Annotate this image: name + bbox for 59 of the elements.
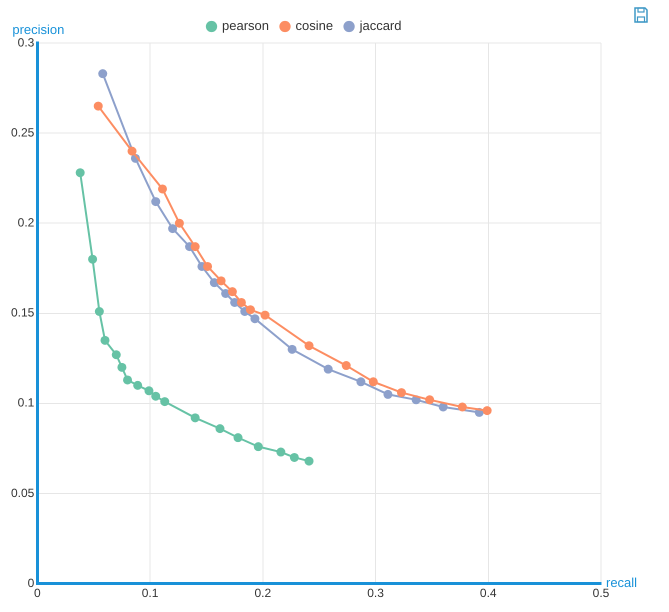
legend-label: jaccard <box>358 18 402 34</box>
point <box>482 406 492 416</box>
point <box>425 395 434 404</box>
point <box>288 344 297 354</box>
x-tick-label: 0.1 <box>142 586 159 600</box>
point <box>324 364 333 374</box>
point <box>98 69 108 78</box>
point <box>260 310 270 320</box>
y-tick-label: 0.2 <box>18 216 35 230</box>
point <box>151 392 160 401</box>
point <box>356 377 366 386</box>
y-tick-label: 0.1 <box>18 396 35 410</box>
y-axis-title: precision <box>12 22 64 38</box>
point <box>383 390 392 399</box>
legend-label: cosine <box>295 18 334 34</box>
point <box>203 262 212 271</box>
point <box>290 452 299 462</box>
x-tick-label: 0.2 <box>254 586 272 600</box>
point <box>254 442 263 452</box>
point <box>190 242 200 252</box>
point <box>342 361 351 370</box>
x-tick-label: 0.4 <box>480 586 497 600</box>
point <box>112 350 121 360</box>
y-tick-label: 0.3 <box>18 35 35 50</box>
y-tick-label: 0 <box>28 576 35 590</box>
point <box>144 386 154 396</box>
point <box>396 388 406 398</box>
point <box>368 377 378 386</box>
y-tick-label: 0.25 <box>10 125 35 140</box>
point <box>151 197 160 206</box>
point <box>458 402 467 412</box>
point <box>190 413 200 422</box>
point <box>304 341 314 350</box>
point <box>236 298 246 307</box>
point <box>94 102 103 111</box>
point <box>158 184 167 194</box>
point <box>133 380 142 390</box>
point <box>160 397 170 406</box>
point <box>88 254 98 264</box>
point <box>228 287 237 296</box>
point <box>250 314 260 324</box>
point <box>234 433 243 442</box>
point <box>117 362 126 372</box>
point <box>304 456 314 466</box>
point <box>276 448 286 457</box>
point <box>128 146 137 156</box>
legend-label: pearson <box>222 18 269 34</box>
point <box>76 168 85 178</box>
point <box>123 375 132 384</box>
point <box>168 224 178 234</box>
y-tick-label: 0.15 <box>10 306 35 320</box>
point <box>100 336 110 345</box>
point <box>246 305 255 314</box>
point <box>174 218 184 228</box>
point <box>94 307 104 316</box>
x-tick-label: 0.3 <box>367 586 384 600</box>
point <box>216 276 226 286</box>
point <box>215 424 224 434</box>
y-tick-label: 0.05 <box>10 486 35 500</box>
